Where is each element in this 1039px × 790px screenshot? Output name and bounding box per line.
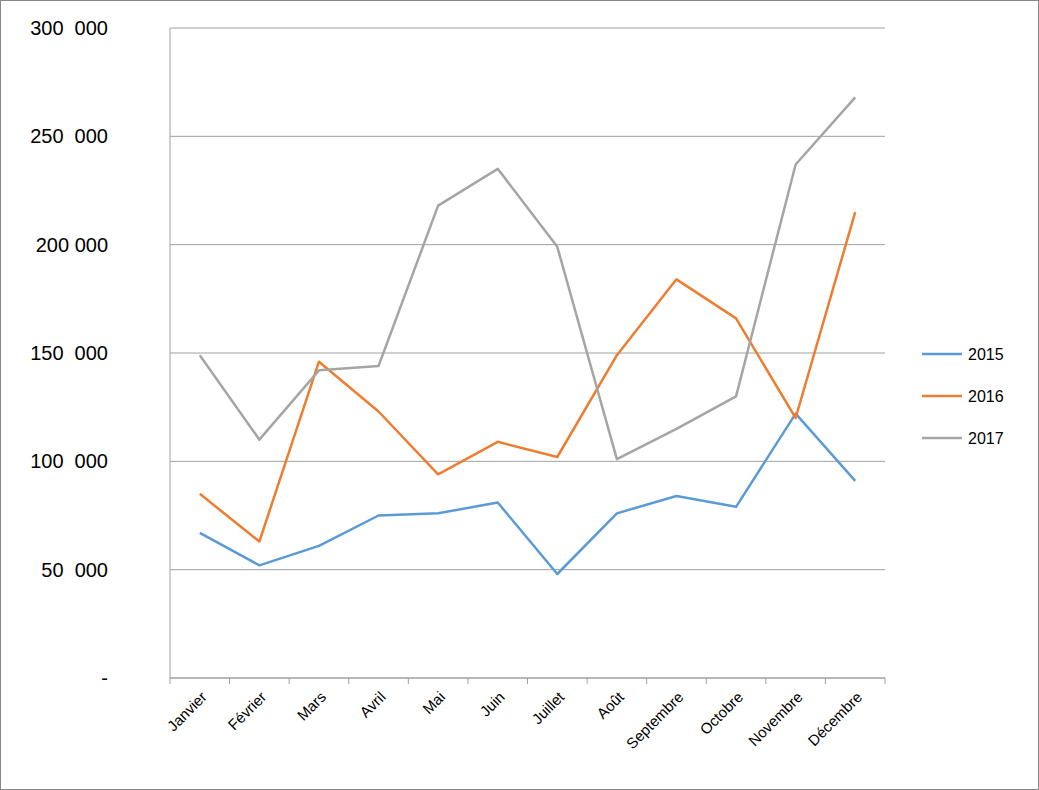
grid-line — [170, 353, 885, 354]
y-axis-line — [170, 28, 171, 678]
legend-label: 2016 — [968, 388, 1004, 405]
x-tick-mark — [765, 678, 766, 684]
x-tick-label: Octobre — [696, 688, 746, 738]
x-tick-mark — [170, 678, 171, 684]
grid-line — [170, 461, 885, 462]
y-tick-label: 300 000 — [30, 17, 108, 39]
x-tick-label: Novembre — [745, 688, 806, 749]
x-tick-label: Mai — [419, 688, 448, 717]
y-tick-label: - — [101, 667, 108, 689]
x-tick-label: Décembre — [804, 688, 865, 749]
x-tick-label: Mars — [293, 688, 329, 724]
x-tick-label: Juillet — [528, 688, 568, 728]
series-line — [200, 212, 855, 541]
y-tick-label: 50 000 — [41, 559, 108, 581]
x-tick-label: Janvier — [164, 688, 210, 734]
x-tick-mark — [348, 678, 349, 684]
x-tick-mark — [885, 678, 886, 684]
x-tick-mark — [646, 678, 647, 684]
legend-label: 2017 — [968, 430, 1004, 447]
x-tick-mark — [587, 678, 588, 684]
grid-line — [170, 569, 885, 570]
grid-line — [170, 136, 885, 137]
y-tick-label: 100 000 — [30, 450, 108, 472]
legend-swatch — [922, 395, 962, 398]
x-tick-mark — [289, 678, 290, 684]
x-tick-mark — [527, 678, 528, 684]
series-group — [200, 97, 855, 574]
chart-svg: - 50 000 100 000 150 000 200 000 250 000 300 0… — [0, 0, 1039, 790]
x-tick-label: Août — [593, 688, 627, 722]
x-tick-mark — [825, 678, 826, 684]
series-line — [200, 414, 855, 574]
x-tick-label: Juin — [476, 688, 507, 719]
chart-container: - 50 000 100 000 150 000 200 000 250 000 300 0… — [0, 0, 1039, 790]
x-tick-mark — [706, 678, 707, 684]
legend-swatch — [922, 437, 962, 440]
x-tick-mark — [408, 678, 409, 684]
grid-line — [170, 244, 885, 245]
grid-line — [170, 28, 885, 29]
x-tick-mark — [229, 678, 230, 684]
y-tick-label: 200 000 — [36, 234, 108, 256]
chart-border — [1, 1, 1039, 790]
y-tick-label: 250 000 — [30, 125, 108, 147]
legend-label: 2015 — [968, 346, 1004, 363]
series-line — [200, 97, 855, 459]
x-tick-label: Septembre — [623, 688, 687, 752]
x-tick-mark — [467, 678, 468, 684]
legend-swatch — [922, 353, 962, 356]
x-tick-label: Avril — [356, 688, 388, 720]
x-tick-label: Février — [224, 688, 269, 733]
y-tick-label: 150 000 — [30, 342, 108, 364]
